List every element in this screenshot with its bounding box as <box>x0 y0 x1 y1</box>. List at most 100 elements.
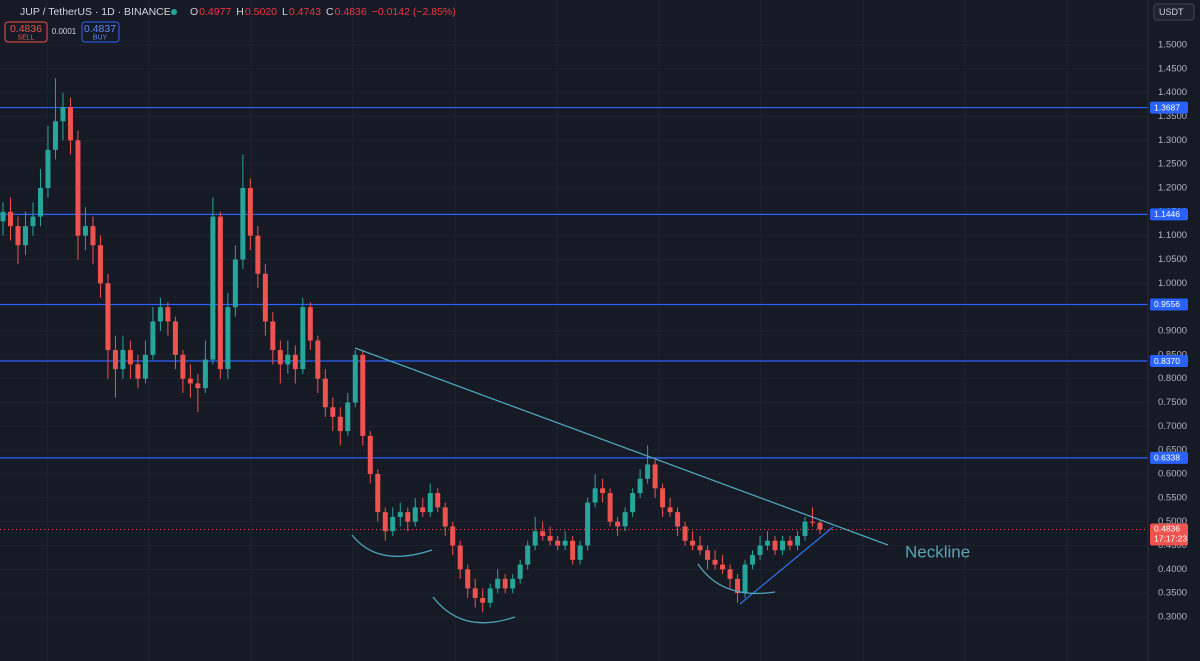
body <box>667 507 673 513</box>
y-tick-label: 0.8500 <box>1158 349 1187 360</box>
body <box>547 535 553 541</box>
body <box>210 216 216 360</box>
ohlc-label: O <box>190 6 198 18</box>
body <box>180 354 186 379</box>
level-label: 1.3687 <box>1154 102 1180 112</box>
body <box>450 526 456 546</box>
body <box>30 216 36 227</box>
body <box>52 121 58 150</box>
body <box>330 407 336 417</box>
body <box>277 350 283 365</box>
y-tick-label: 0.8000 <box>1158 373 1187 384</box>
body <box>22 226 28 246</box>
body <box>285 354 291 365</box>
drawings <box>351 347 889 624</box>
level-tag <box>1150 101 1188 114</box>
body <box>750 555 756 565</box>
body <box>712 559 718 565</box>
y-tick-label: 0.4500 <box>1158 540 1187 551</box>
sell-button[interactable] <box>4 21 48 43</box>
body <box>435 493 441 508</box>
body <box>82 226 88 236</box>
y-tick-label: 1.4000 <box>1158 87 1187 98</box>
body <box>247 187 253 236</box>
body <box>202 359 208 389</box>
body <box>720 564 726 570</box>
currency-button[interactable] <box>1153 3 1195 21</box>
body <box>682 526 688 541</box>
body <box>307 307 313 341</box>
body <box>322 378 328 408</box>
body <box>652 464 658 489</box>
body <box>300 307 306 370</box>
body <box>540 531 546 536</box>
body <box>570 540 576 560</box>
ohlc-value: 0.5020 <box>245 6 277 18</box>
header: JUP / TetherUS · 1D · BINANCE O 0.4977 H 0.… <box>4 6 456 43</box>
grid <box>0 0 1148 661</box>
levels <box>0 106 1148 530</box>
y-tick-label: 0.5000 <box>1158 516 1187 527</box>
body <box>292 354 298 370</box>
body <box>532 531 538 546</box>
level-label: 1.1446 <box>1154 209 1180 219</box>
y-tick-label: 0.6500 <box>1158 445 1187 456</box>
body <box>765 540 771 546</box>
body <box>727 569 733 579</box>
body <box>645 464 651 479</box>
body <box>442 507 448 527</box>
candles <box>0 78 823 613</box>
ohlc-values: O 0.4977 H 0.5020 L 0.4743 C 0.4836 −0.0142 (−2.… <box>190 6 456 18</box>
body <box>135 364 141 379</box>
ohlc-value: 0.4743 <box>289 6 321 18</box>
body <box>412 507 418 522</box>
body <box>465 569 471 589</box>
status-dot <box>171 9 177 15</box>
buy-button[interactable] <box>81 21 120 43</box>
body <box>397 512 403 517</box>
body <box>735 578 741 594</box>
body <box>690 540 696 546</box>
body <box>675 512 681 527</box>
body <box>150 321 156 355</box>
y-tick-label: 0.3500 <box>1158 588 1187 599</box>
body <box>360 354 366 436</box>
body <box>592 488 598 503</box>
sell-label: SELL <box>17 34 34 41</box>
last-price-tag <box>1150 523 1188 546</box>
body <box>810 521 816 523</box>
body <box>502 578 508 589</box>
body <box>97 245 103 284</box>
buy-price: 0.4837 <box>84 23 116 35</box>
body <box>562 540 568 546</box>
body <box>705 550 711 560</box>
body <box>172 321 178 355</box>
y-tick-label: 1.0000 <box>1158 278 1187 289</box>
body <box>37 187 43 217</box>
body <box>232 259 238 308</box>
body <box>757 545 763 556</box>
y-tick-label: 0.7000 <box>1158 421 1187 432</box>
level-label: 0.9556 <box>1154 299 1180 309</box>
body <box>120 350 126 370</box>
shoulder-arc <box>351 534 433 557</box>
body <box>67 106 73 141</box>
body <box>600 488 606 494</box>
y-tick-label: 1.2500 <box>1158 159 1187 170</box>
body <box>90 226 96 246</box>
body <box>630 493 636 513</box>
level-tag <box>1150 298 1188 311</box>
body <box>390 516 396 532</box>
y-tick-label: 1.1000 <box>1158 230 1187 241</box>
body <box>0 211 6 222</box>
body <box>787 540 793 546</box>
body <box>780 540 786 551</box>
symbol: JUP / TetherUS · 1D · BINANCE <box>20 6 171 18</box>
body <box>270 321 276 351</box>
price-axis: 0.3000 0.3500 0.4000 0.4500 0.5000 0.5500 0.60… <box>1150 40 1188 623</box>
body <box>7 211 13 227</box>
body <box>510 578 516 589</box>
body <box>217 216 223 370</box>
ohlc-value: 0.4977 <box>199 6 231 18</box>
